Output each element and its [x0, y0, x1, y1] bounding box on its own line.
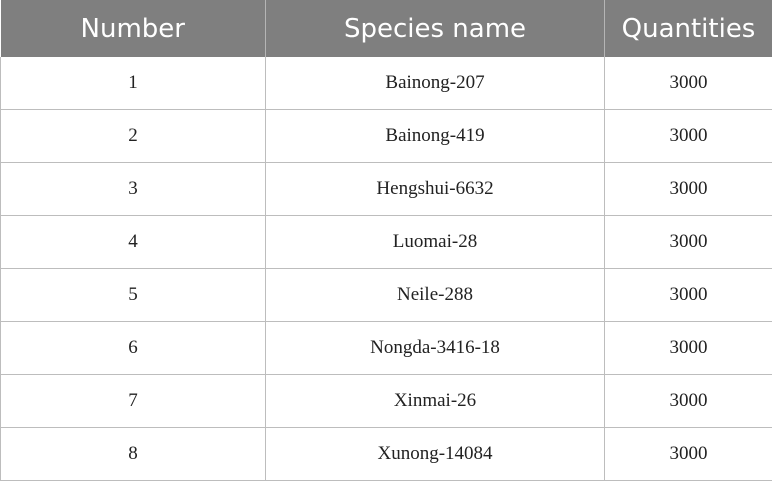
- header-row: Number Species name Quantities: [0, 0, 772, 57]
- table-cell: 7: [0, 374, 266, 428]
- table-row: 7 Xinmai-26 3000: [0, 374, 772, 428]
- table-cell: 1: [0, 57, 266, 110]
- table-cell: Bainong-207: [265, 57, 605, 110]
- table-cell: 3000: [604, 427, 772, 481]
- table-cell: Bainong-419: [265, 109, 605, 163]
- table-cell: 8: [0, 427, 266, 481]
- table-row: 8 Xunong-14084 3000: [0, 427, 772, 481]
- table-cell: Luomai-28: [265, 215, 605, 269]
- table-cell: 4: [0, 215, 266, 269]
- table-cell: Hengshui-6632: [265, 162, 605, 216]
- table-row: 1 Bainong-207 3000: [0, 57, 772, 110]
- table-cell: 3000: [604, 268, 772, 322]
- header-cell: Number: [0, 0, 266, 57]
- table-cell: Xunong-14084: [265, 427, 605, 481]
- table-cell: 3: [0, 162, 266, 216]
- table-cell: 3000: [604, 374, 772, 428]
- table-cell: Xinmai-26: [265, 374, 605, 428]
- table-row: 2 Bainong-419 3000: [0, 109, 772, 163]
- table-cell: 3000: [604, 109, 772, 163]
- table-cell: 3000: [604, 215, 772, 269]
- table-row: 6 Nongda-3416-18 3000: [0, 321, 772, 375]
- header-cell: Species name: [265, 0, 605, 57]
- table-cell: Neile-288: [265, 268, 605, 322]
- header-cell: Quantities: [604, 0, 772, 57]
- table-cell: 3000: [604, 57, 772, 110]
- table-body: 1 Bainong-207 3000 2 Bainong-419 3000 3 Hengshu…: [0, 57, 772, 481]
- table-cell: 5: [0, 268, 266, 322]
- table-cell: 3000: [604, 162, 772, 216]
- table-cell: 2: [0, 109, 266, 163]
- table-cell: Nongda-3416-18: [265, 321, 605, 375]
- table-cell: 3000: [604, 321, 772, 375]
- table-cell: 6: [0, 321, 266, 375]
- table-row: 5 Neile-288 3000: [0, 268, 772, 322]
- table-row: 3 Hengshui-6632 3000: [0, 162, 772, 216]
- table-row: 4 Luomai-28 3000: [0, 215, 772, 269]
